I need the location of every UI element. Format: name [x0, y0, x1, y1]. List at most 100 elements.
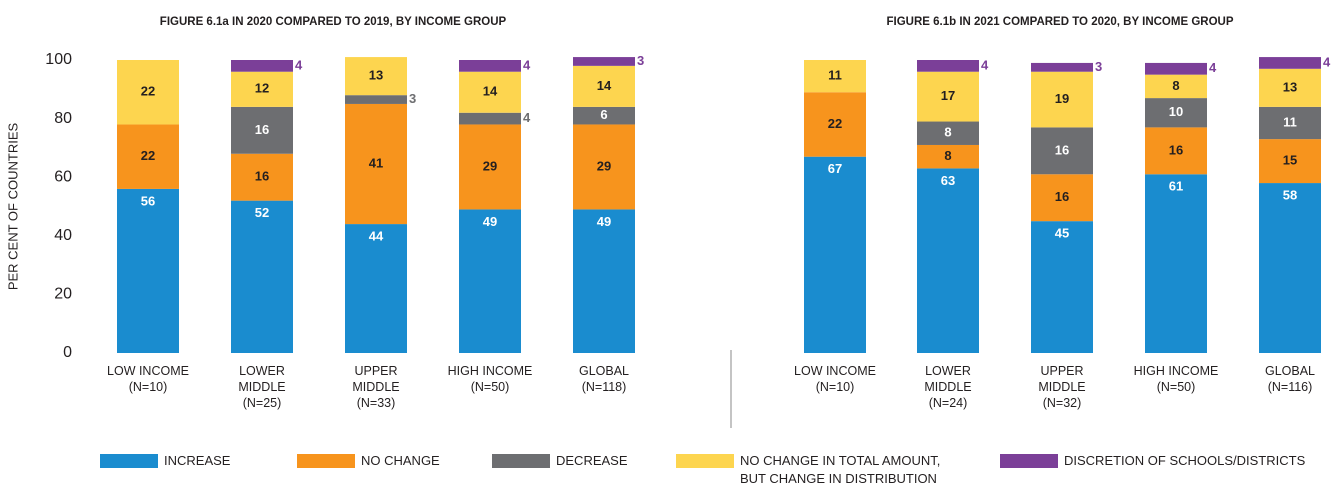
data-label: 67 — [828, 161, 842, 176]
bar-segment — [117, 60, 179, 125]
data-label: 56 — [141, 193, 155, 208]
data-label: 16 — [1169, 142, 1183, 157]
y-tick-label: 80 — [54, 110, 72, 127]
bar-segment — [1259, 68, 1321, 107]
bar-segment — [1031, 174, 1093, 222]
data-label: 13 — [369, 68, 383, 83]
x-tick-label: LOW INCOME (N=10) — [794, 364, 876, 394]
bar-segment — [573, 65, 635, 107]
bar-segment — [917, 121, 979, 145]
y-tick-label: 100 — [45, 51, 72, 68]
bar-segment — [1259, 183, 1321, 353]
legend-label: NO CHANGE — [361, 453, 440, 468]
bar-segment — [573, 209, 635, 353]
bar-segment — [1031, 221, 1093, 353]
bar-segment — [1145, 62, 1207, 75]
y-tick-label: 40 — [54, 227, 72, 244]
x-tick-label: GLOBAL (N=118) — [579, 364, 629, 394]
bar-segment — [345, 224, 407, 353]
x-tick-label: UPPER MIDDLE (N=32) — [1038, 364, 1085, 410]
x-tick-label: HIGH INCOME (N=50) — [1134, 364, 1219, 394]
bar-segment — [231, 200, 293, 353]
bar-segment — [459, 124, 521, 210]
data-label: 16 — [1055, 189, 1069, 204]
chart-title: FIGURE 6.1b IN 2021 COMPARED TO 2020, BY… — [886, 16, 1233, 28]
data-label: 29 — [483, 158, 497, 173]
bar-segment — [345, 57, 407, 96]
legend-label: DECREASE — [556, 453, 628, 468]
legend-swatch — [100, 454, 158, 468]
data-label: 52 — [255, 205, 269, 220]
bar-segment — [231, 153, 293, 201]
y-tick-label: 60 — [54, 168, 72, 185]
data-label: 22 — [828, 116, 842, 131]
bar-segment — [459, 112, 521, 125]
data-label: 16 — [255, 122, 269, 137]
bar-segment — [917, 144, 979, 169]
x-tick-label: GLOBAL (N=116) — [1265, 364, 1315, 394]
bar-segment — [1259, 57, 1321, 69]
bar-segment — [117, 188, 179, 353]
data-label: 61 — [1169, 179, 1183, 194]
data-label: 14 — [597, 78, 612, 93]
data-label: 14 — [483, 84, 498, 99]
y-tick-label: 0 — [63, 344, 72, 361]
bar-segment — [573, 57, 635, 66]
bar-segment — [1145, 74, 1207, 99]
data-label: 3 — [409, 91, 416, 106]
legend-swatch — [676, 454, 734, 468]
data-label: 4 — [981, 57, 989, 72]
bar-segment — [804, 156, 866, 353]
bar-segment — [804, 92, 866, 157]
bar-segment — [1031, 71, 1093, 128]
data-label: 49 — [597, 214, 611, 229]
data-label: 10 — [1169, 104, 1183, 119]
legend-label: INCREASE — [164, 453, 231, 468]
bar-segment — [231, 71, 293, 107]
data-label: 4 — [523, 110, 531, 125]
data-label: 8 — [944, 125, 951, 140]
bar-segment — [1259, 106, 1321, 140]
bar-segment — [459, 71, 521, 113]
data-label: 44 — [369, 229, 384, 244]
bar-segment — [459, 60, 521, 72]
legend-label: NO CHANGE IN TOTAL AMOUNT, BUT CHANGE IN … — [740, 453, 940, 486]
data-label: 8 — [944, 148, 951, 163]
bar-segment — [1145, 98, 1207, 128]
data-label: 4 — [1209, 60, 1217, 75]
data-label: 3 — [1095, 59, 1102, 74]
data-label: 29 — [597, 158, 611, 173]
bar-segment — [1259, 139, 1321, 184]
data-label: 22 — [141, 84, 155, 99]
x-tick-label: HIGH INCOME (N=50) — [448, 364, 533, 394]
bar-segment — [345, 95, 407, 104]
bar-segment — [1145, 127, 1207, 175]
bar-segment — [459, 209, 521, 353]
data-label: 63 — [941, 173, 955, 188]
bar-segment — [1031, 127, 1093, 175]
bar-segment — [1145, 174, 1207, 353]
data-label: 17 — [941, 88, 955, 103]
chart-title: FIGURE 6.1a IN 2020 COMPARED TO 2019, BY… — [160, 16, 507, 28]
data-label: 15 — [1283, 153, 1297, 168]
data-label: 16 — [1055, 142, 1069, 157]
bar-segment — [231, 60, 293, 72]
bar-segment — [804, 60, 866, 93]
data-label: 6 — [600, 107, 607, 122]
data-label: 12 — [255, 81, 269, 96]
legend-label: DISCRETION OF SCHOOLS/DISTRICTS — [1064, 453, 1306, 468]
bar-segment — [117, 124, 179, 189]
legend-swatch — [297, 454, 355, 468]
data-label: 41 — [369, 155, 383, 170]
data-label: 4 — [1323, 54, 1331, 69]
y-tick-label: 20 — [54, 286, 72, 303]
x-tick-label: LOWER MIDDLE (N=25) — [238, 364, 285, 410]
x-tick-label: UPPER MIDDLE (N=33) — [352, 364, 399, 410]
data-label: 16 — [255, 169, 269, 184]
data-label: 49 — [483, 214, 497, 229]
x-tick-label: LOW INCOME (N=10) — [107, 364, 189, 394]
bar-segment — [573, 124, 635, 210]
x-tick-label: LOWER MIDDLE (N=24) — [924, 364, 971, 410]
bar-segment — [345, 103, 407, 225]
